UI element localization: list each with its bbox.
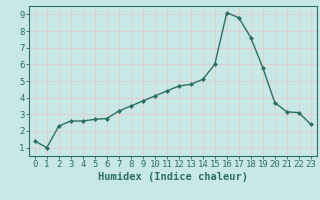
X-axis label: Humidex (Indice chaleur): Humidex (Indice chaleur) bbox=[98, 172, 248, 182]
